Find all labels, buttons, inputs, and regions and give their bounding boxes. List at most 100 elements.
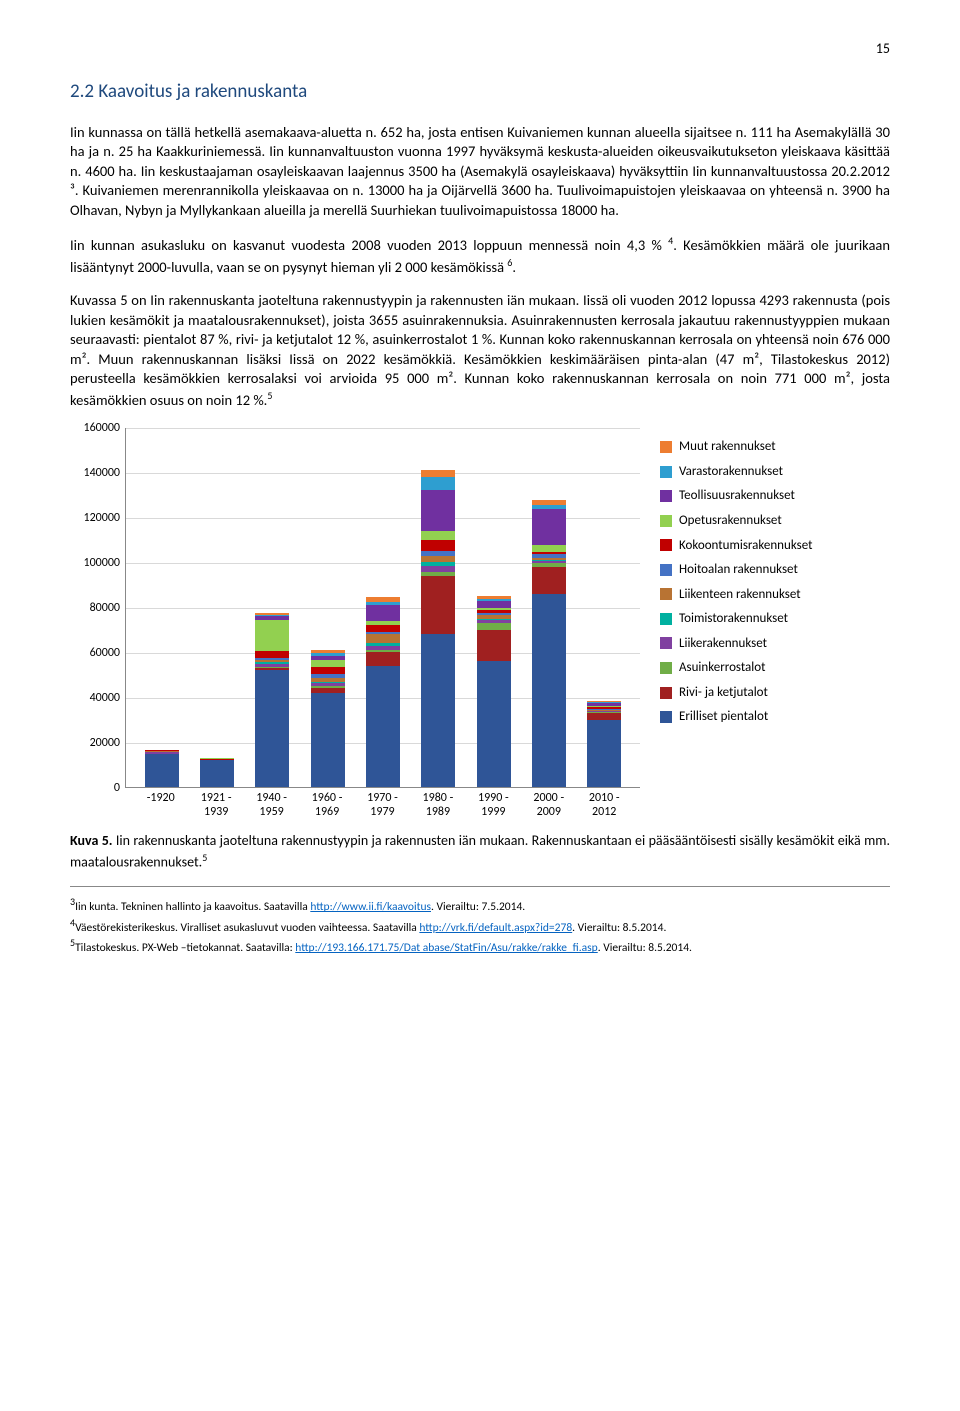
bar-column bbox=[255, 613, 289, 787]
bar-segment bbox=[477, 661, 511, 787]
ytick-label: 60000 bbox=[90, 645, 126, 661]
bar-segment bbox=[421, 576, 455, 635]
bar-segment bbox=[311, 693, 345, 788]
ytick-label: 140000 bbox=[84, 465, 127, 481]
bar-segment bbox=[255, 651, 289, 658]
xtick-label: 1990 - 1999 bbox=[476, 792, 510, 820]
bar-column bbox=[200, 758, 234, 787]
legend-item: Rivi- ja ketjutalot bbox=[660, 684, 890, 702]
legend-label: Varastorakennukset bbox=[679, 463, 783, 481]
footnote-divider bbox=[70, 886, 890, 887]
legend-swatch bbox=[660, 687, 672, 699]
caption-text: Iin rakennuskanta jaoteltuna rakennustyy… bbox=[70, 832, 890, 871]
legend-item: Toimistorakennukset bbox=[660, 610, 890, 628]
bar-chart: 0200004000060000800001000001200001400001… bbox=[70, 428, 890, 820]
legend-swatch bbox=[660, 490, 672, 502]
bar-segment bbox=[421, 531, 455, 540]
page-number: 15 bbox=[70, 40, 890, 59]
caption-label: Kuva 5. bbox=[70, 832, 113, 849]
bar-segment bbox=[200, 760, 234, 787]
xtick-label: 1960 - 1969 bbox=[310, 792, 344, 820]
footnote: 4Väestörekisterikeskus. Viralliset asuka… bbox=[70, 916, 890, 937]
legend-item: Erilliset pientalot bbox=[660, 708, 890, 726]
xtick-label: 1921 - 1939 bbox=[199, 792, 233, 820]
bar-segment bbox=[532, 509, 566, 545]
paragraph-1: Iin kunnassa on tällä hetkellä asemakaav… bbox=[70, 123, 890, 221]
bar-column bbox=[145, 750, 179, 787]
xtick-label: 2000 - 2009 bbox=[532, 792, 566, 820]
ytick-label: 100000 bbox=[84, 555, 127, 571]
legend-swatch bbox=[660, 466, 672, 478]
para2-a: Iin kunnan asukasluku on kasvanut vuodes… bbox=[70, 236, 668, 254]
para2-c: . bbox=[512, 258, 516, 276]
legend-item: Asuinkerrostalot bbox=[660, 659, 890, 677]
sup-5b: 5 bbox=[202, 851, 207, 864]
bar-segment bbox=[255, 670, 289, 787]
chart-legend: Muut rakennukset Varastorakennukset Teolli… bbox=[640, 428, 890, 820]
legend-swatch bbox=[660, 515, 672, 527]
ytick-label: 20000 bbox=[90, 735, 126, 751]
bar-segment bbox=[366, 605, 400, 621]
bar-segment bbox=[477, 601, 511, 609]
legend-swatch bbox=[660, 637, 672, 649]
legend-label: Toimistorakennukset bbox=[679, 610, 788, 628]
ytick-label: 120000 bbox=[84, 510, 127, 526]
bar-segment bbox=[421, 556, 455, 563]
legend-label: Opetusrakennukset bbox=[679, 512, 782, 530]
legend-item: Muut rakennukset bbox=[660, 438, 890, 456]
footnote-link[interactable]: http://193.166.171.75/Dat abase/StatFin/… bbox=[295, 941, 597, 955]
bar-segment bbox=[366, 634, 400, 643]
bar-segment bbox=[477, 623, 511, 630]
bar-segment bbox=[587, 720, 621, 788]
legend-swatch bbox=[660, 662, 672, 674]
bar-segment bbox=[366, 625, 400, 632]
bar-segment bbox=[421, 477, 455, 491]
xtick-label: 2010 - 2012 bbox=[587, 792, 621, 820]
bar-segment bbox=[532, 545, 566, 552]
legend-item: Opetusrakennukset bbox=[660, 512, 890, 530]
legend-swatch bbox=[660, 711, 672, 723]
section-heading: 2.2 Kaavoitus ja rakennuskanta bbox=[70, 79, 890, 105]
figure-caption: Kuva 5. Iin rakennuskanta jaoteltuna rak… bbox=[70, 832, 890, 872]
bar-segment bbox=[255, 620, 289, 652]
legend-label: Liikenteen rakennukset bbox=[679, 586, 801, 604]
legend-label: Rivi- ja ketjutalot bbox=[679, 684, 768, 702]
ytick-label: 160000 bbox=[84, 420, 127, 436]
bar-segment bbox=[366, 666, 400, 788]
xtick-label: 1980 - 1989 bbox=[421, 792, 455, 820]
ytick-label: 80000 bbox=[90, 600, 126, 616]
legend-swatch bbox=[660, 588, 672, 600]
paragraph-3: Kuvassa 5 on Iin rakennuskanta jaoteltun… bbox=[70, 291, 890, 410]
bar-segment bbox=[311, 667, 345, 674]
legend-item: Liikerakennukset bbox=[660, 635, 890, 653]
xtick-label: 1970 - 1979 bbox=[365, 792, 399, 820]
legend-label: Erilliset pientalot bbox=[679, 708, 768, 726]
footnote: 3Iin kunta. Tekninen hallinto ja kaavoit… bbox=[70, 895, 890, 916]
legend-item: Hoitoalan rakennukset bbox=[660, 561, 890, 579]
ytick-label: 0 bbox=[114, 780, 126, 796]
legend-label: Asuinkerrostalot bbox=[679, 659, 765, 677]
bar-segment bbox=[477, 630, 511, 662]
footnote-link[interactable]: http://www.ii.fi/kaavoitus bbox=[310, 900, 431, 914]
bar-column bbox=[532, 500, 566, 787]
legend-swatch bbox=[660, 539, 672, 551]
bar-segment bbox=[421, 470, 455, 477]
bar-segment bbox=[587, 713, 621, 720]
bar-segment bbox=[421, 540, 455, 551]
legend-label: Muut rakennukset bbox=[679, 438, 776, 456]
legend-swatch bbox=[660, 613, 672, 625]
bar-segment bbox=[421, 490, 455, 531]
bar-segment bbox=[366, 652, 400, 666]
legend-item: Teollisuusrakennukset bbox=[660, 487, 890, 505]
bar-segment bbox=[145, 754, 179, 788]
bar-segment bbox=[421, 634, 455, 787]
legend-item: Kokoontumisrakennukset bbox=[660, 537, 890, 555]
legend-label: Hoitoalan rakennukset bbox=[679, 561, 798, 579]
footnotes: 3Iin kunta. Tekninen hallinto ja kaavoit… bbox=[70, 895, 890, 957]
bar-segment bbox=[532, 594, 566, 788]
bar-segment bbox=[532, 567, 566, 594]
bar-column bbox=[366, 597, 400, 787]
bar-column bbox=[587, 701, 621, 788]
footnote-link[interactable]: http://vrk.fi/default.aspx?id=278 bbox=[419, 921, 572, 935]
legend-label: Kokoontumisrakennukset bbox=[679, 537, 812, 555]
